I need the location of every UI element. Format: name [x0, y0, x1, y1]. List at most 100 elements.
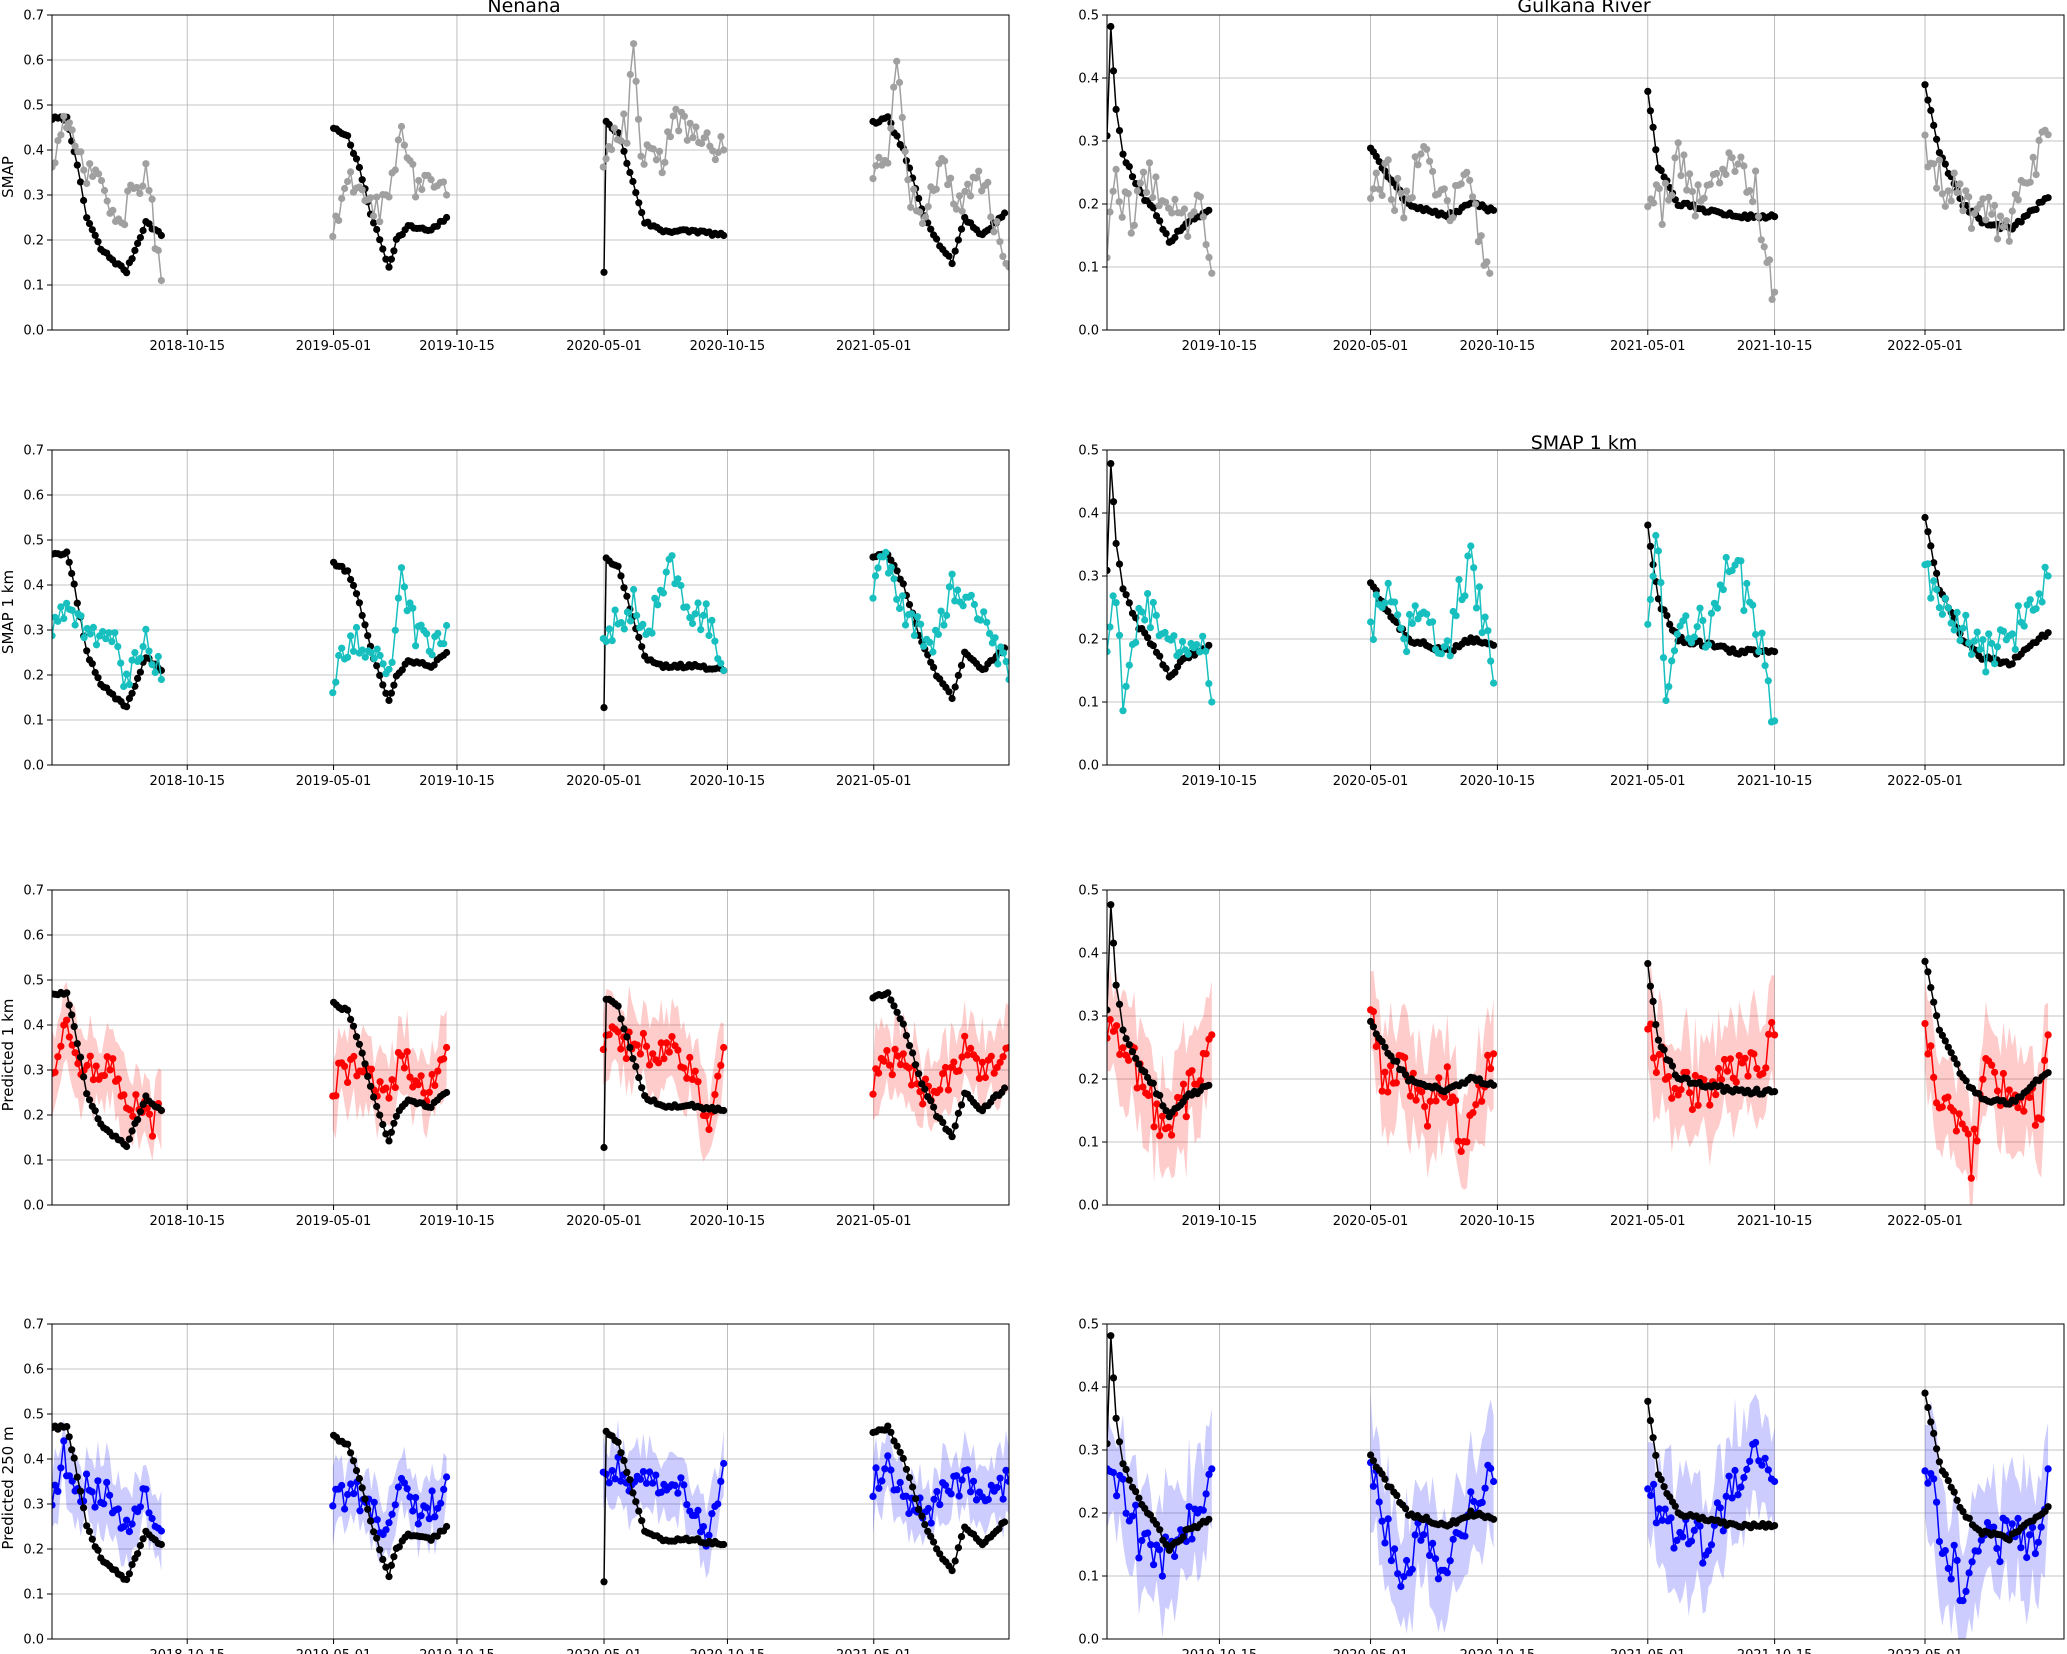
data-point	[1965, 639, 1973, 647]
series-smap	[52, 40, 1009, 285]
data-point	[123, 670, 131, 678]
data-point	[924, 1504, 933, 1513]
y-tick-label: 0.1	[1078, 696, 1099, 711]
data-point	[698, 139, 706, 147]
series-smap	[1107, 126, 2052, 303]
data-point	[944, 1086, 953, 1094]
data-point	[1668, 1094, 1676, 1102]
data-point	[2002, 217, 2010, 225]
data-point	[1128, 1048, 1137, 1056]
data-point	[1655, 185, 1663, 193]
data-point	[1688, 188, 1696, 196]
data-point	[366, 1517, 375, 1525]
data-point	[1993, 643, 2002, 651]
data-point	[1930, 121, 1938, 129]
data-point	[52, 632, 56, 640]
series-line	[603, 556, 725, 708]
data-point	[614, 1438, 622, 1446]
data-point	[874, 564, 882, 572]
data-point	[620, 1457, 628, 1465]
data-point	[376, 671, 384, 680]
data-point	[2032, 605, 2040, 613]
y-tick-label: 0.0	[23, 759, 44, 774]
data-point	[1136, 179, 1144, 187]
data-point	[376, 1546, 384, 1554]
data-point	[905, 1474, 914, 1482]
data-point	[600, 268, 608, 276]
data-point	[1437, 650, 1445, 658]
data-point	[1979, 1075, 1987, 1083]
data-point	[1712, 169, 1721, 177]
data-point	[1135, 1060, 1143, 1068]
panel-7: 0.00.10.20.30.40.52019-10-152020-05-0120…	[1078, 1318, 2065, 1654]
x-tick-label: 2018-10-15	[149, 339, 225, 354]
data-point	[89, 1076, 97, 1084]
data-point	[2041, 563, 2049, 571]
data-point	[1667, 1514, 1675, 1522]
data-point	[634, 115, 643, 123]
data-point	[1132, 1488, 1140, 1496]
data-point	[1112, 539, 1120, 548]
data-point	[1378, 1037, 1386, 1046]
data-point	[83, 179, 91, 188]
data-point	[620, 1025, 628, 1033]
data-point	[1993, 1087, 2002, 1095]
y-tick-label: 0.5	[23, 974, 44, 989]
data-point	[148, 1132, 157, 1140]
data-point	[2035, 136, 2043, 144]
data-point	[1115, 198, 1123, 206]
data-point	[1947, 1049, 1955, 1057]
data-point	[1935, 156, 1943, 164]
data-point	[355, 1040, 363, 1048]
data-point	[967, 1488, 975, 1496]
data-point	[943, 611, 951, 620]
data-point	[1461, 1532, 1469, 1540]
data-point	[136, 189, 144, 197]
data-point	[1924, 1050, 1932, 1058]
data-point	[605, 1031, 613, 1039]
data-point	[622, 1054, 630, 1063]
data-point	[1944, 187, 1952, 195]
data-point	[385, 1094, 393, 1102]
y-tick-label: 0.5	[1078, 9, 1099, 24]
data-point	[951, 683, 959, 691]
data-point	[674, 1489, 682, 1497]
data-point	[999, 1053, 1007, 1061]
data-point	[123, 1575, 131, 1584]
data-point	[1719, 165, 1727, 173]
data-point	[1647, 1491, 1655, 1500]
data-point	[65, 1472, 73, 1480]
data-point	[950, 1058, 958, 1066]
data-point	[887, 124, 895, 132]
ylabel-predicted-1km: Predicted 1 km	[0, 999, 17, 1112]
data-point	[1408, 619, 1416, 628]
data-point	[332, 678, 340, 686]
data-point	[705, 1125, 713, 1134]
data-point	[1741, 1054, 1749, 1062]
data-point	[1394, 174, 1402, 183]
data-point	[1762, 1064, 1770, 1072]
data-point	[888, 1071, 896, 1079]
data-point	[1717, 1082, 1725, 1090]
data-point	[108, 638, 116, 646]
data-point	[966, 192, 975, 200]
data-point	[68, 1477, 76, 1485]
data-point	[993, 1483, 1001, 1492]
data-point	[136, 1541, 144, 1550]
data-point	[651, 594, 659, 602]
data-point	[711, 637, 719, 645]
y-tick-label: 0.5	[1078, 1318, 1099, 1333]
data-point	[443, 213, 451, 222]
data-point	[1666, 620, 1674, 629]
data-point	[1930, 1429, 1938, 1437]
data-point	[720, 1540, 728, 1549]
data-point	[639, 1468, 648, 1476]
data-point	[1696, 604, 1704, 612]
data-point	[1109, 1027, 1117, 1035]
data-point	[1367, 1017, 1375, 1026]
grid	[52, 449, 1009, 766]
data-point	[1712, 1091, 1720, 1099]
data-point	[926, 638, 934, 647]
data-point	[2011, 645, 2019, 654]
